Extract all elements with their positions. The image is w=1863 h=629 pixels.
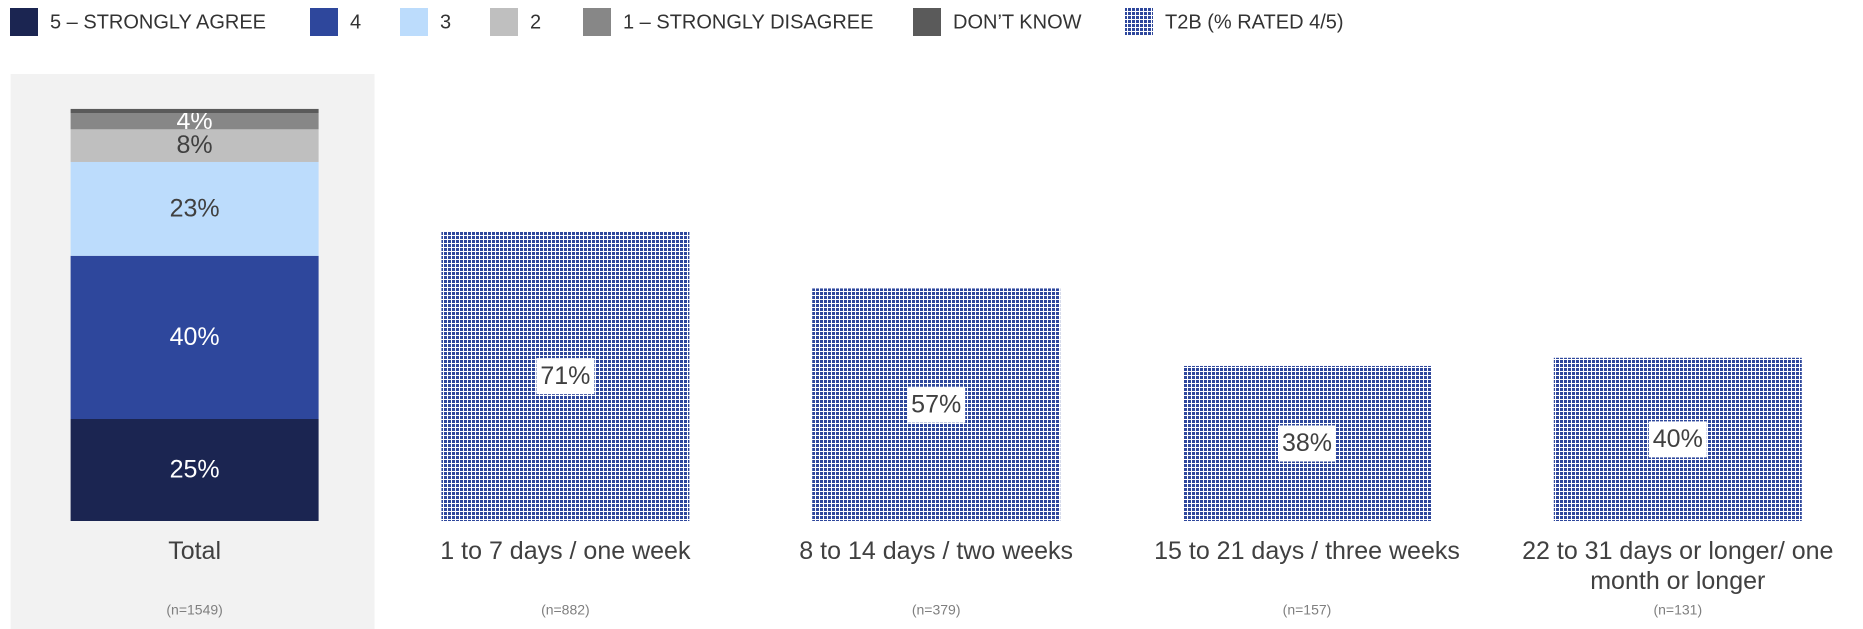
legend-label: 2 <box>530 11 541 33</box>
legend-swatch <box>490 8 518 36</box>
legend-swatch <box>10 8 38 36</box>
category-label: 15 to 21 days / three weeks <box>1154 537 1460 565</box>
bar-segment <box>70 129 319 162</box>
value-label: 40% <box>170 323 220 351</box>
value-label: 23% <box>170 194 220 222</box>
bar-segment <box>70 255 319 419</box>
base-size: (n=131) <box>1653 602 1702 618</box>
legend-swatch <box>583 8 611 36</box>
legend-swatch <box>310 8 338 36</box>
value-label: 57% <box>911 390 961 418</box>
value-label: 25% <box>170 456 220 484</box>
value-label: 8% <box>177 131 213 159</box>
base-size: (n=1549) <box>166 602 222 618</box>
bar-segment <box>70 419 319 521</box>
legend-label: 1 – STRONGLY DISAGREE <box>623 11 873 33</box>
legend-label: 5 – STRONGLY AGREE <box>50 11 266 33</box>
legend-label: 3 <box>440 11 451 33</box>
legend-swatch <box>913 8 941 36</box>
bar-segment <box>70 108 319 113</box>
value-label: 71% <box>540 362 590 390</box>
category-label: 8 to 14 days / two weeks <box>799 537 1074 565</box>
legend-label: T2B (% RATED 4/5) <box>1165 11 1344 33</box>
value-label: 40% <box>1653 425 1703 453</box>
base-size: (n=882) <box>541 602 590 618</box>
bar-segment <box>70 113 319 130</box>
base-size: (n=157) <box>1283 602 1332 618</box>
base-size: (n=379) <box>912 602 961 618</box>
category-label: Total <box>168 537 221 565</box>
legend-label: DON’T KNOW <box>953 11 1082 33</box>
category-label: 22 to 31 days or longer/ one month or lo… <box>1522 537 1834 595</box>
value-label: 38% <box>1282 429 1332 457</box>
legend-swatch <box>400 8 428 36</box>
value-label-box <box>907 386 966 423</box>
value-label-box <box>536 358 595 395</box>
legend-swatch <box>1125 8 1153 36</box>
value-label-box <box>1278 425 1336 462</box>
category-label: 1 to 7 days / one week <box>440 537 691 565</box>
bar-segment <box>70 161 319 256</box>
legend-label: 4 <box>350 11 361 33</box>
value-label-box <box>1648 421 1707 458</box>
